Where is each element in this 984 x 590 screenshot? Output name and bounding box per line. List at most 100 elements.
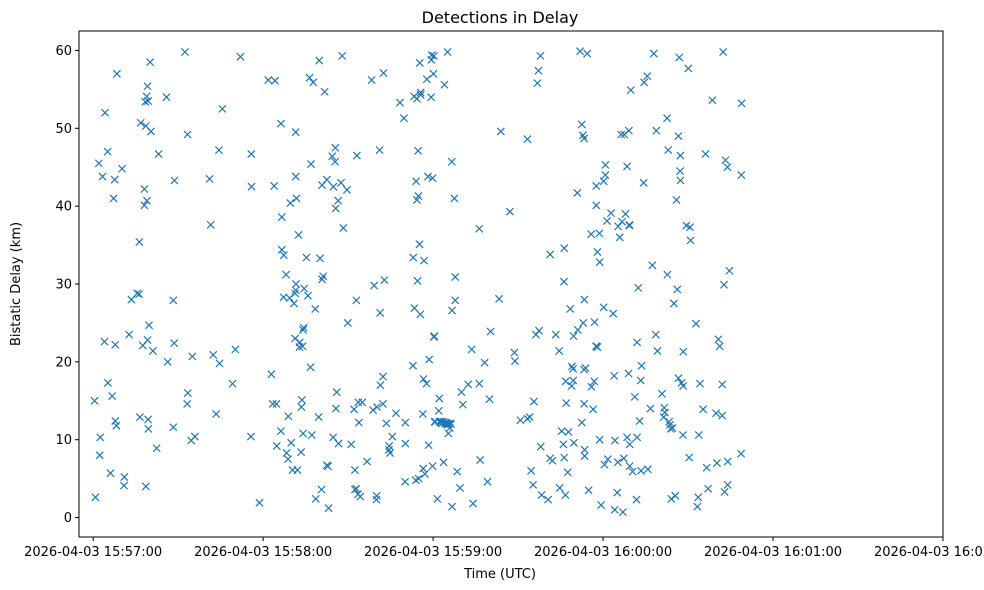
data-point (91, 493, 100, 502)
data-point (103, 147, 112, 156)
y-tick-label: 50 (55, 122, 72, 137)
plot-frame (78, 30, 944, 538)
data-point (142, 196, 152, 205)
data-point (643, 465, 652, 474)
data-point (657, 389, 667, 398)
data-point (464, 380, 473, 389)
data-point (306, 363, 315, 372)
data-point (718, 411, 727, 420)
data-point (632, 495, 641, 504)
data-point (291, 172, 300, 181)
data-point (619, 454, 628, 463)
data-point (429, 51, 438, 60)
data-point (146, 127, 155, 136)
data-point (246, 432, 255, 441)
data-point (141, 482, 150, 491)
data-point (247, 149, 256, 159)
y-tick-label: 0 (64, 511, 72, 526)
data-point (106, 469, 115, 478)
data-point (415, 240, 424, 249)
data-point (610, 436, 619, 445)
data-point (412, 177, 421, 186)
data-point (577, 120, 586, 129)
data-point (673, 285, 682, 294)
data-point (551, 330, 560, 339)
data-point (663, 114, 672, 123)
data-point (584, 486, 593, 495)
data-point (323, 462, 333, 471)
data-point (453, 467, 462, 476)
data-point (307, 430, 316, 440)
y-axis-label: Bistatic Delay (km) (9, 222, 24, 346)
data-point (637, 361, 646, 370)
x-tick-label: 2026-04-03 15:57:00 (24, 545, 162, 560)
data-point (101, 108, 110, 117)
data-point (268, 399, 277, 408)
data-point (291, 279, 301, 289)
data-point (215, 359, 224, 368)
data-point (569, 332, 578, 341)
data-point (284, 412, 293, 421)
data-point (382, 419, 391, 428)
data-point (140, 185, 149, 194)
data-point (587, 382, 596, 391)
data-point (356, 492, 365, 501)
data-point (331, 143, 340, 152)
data-point (111, 340, 120, 349)
data-point (299, 429, 308, 438)
data-point (272, 399, 281, 408)
data-point (676, 176, 685, 185)
data-point (581, 364, 590, 373)
data-point (332, 388, 341, 397)
data-point (640, 78, 649, 87)
data-point (350, 405, 359, 414)
data-point (379, 69, 388, 78)
data-point (723, 163, 732, 172)
data-point (676, 151, 685, 160)
data-point (560, 244, 569, 253)
data-point (648, 261, 657, 270)
data-point (334, 196, 343, 205)
data-point (737, 170, 746, 180)
data-point (370, 281, 379, 290)
data-point (721, 156, 730, 165)
data-point (583, 49, 592, 58)
data-point (376, 381, 385, 390)
x-tick-label: 2026-04-03 15:59:00 (364, 545, 502, 560)
data-point (429, 69, 438, 78)
data-point (324, 504, 333, 513)
data-point (451, 296, 460, 305)
data-point (534, 66, 543, 75)
data-point (428, 462, 437, 471)
data-point (291, 289, 300, 298)
points-layer (90, 47, 746, 517)
data-point (410, 304, 419, 313)
data-point (295, 343, 304, 352)
data-point (95, 451, 104, 460)
data-point (590, 377, 599, 386)
data-point (475, 379, 484, 388)
data-point (533, 79, 542, 88)
data-point (272, 441, 281, 450)
data-point (625, 440, 634, 449)
data-point (331, 404, 340, 413)
y-tick-label: 10 (55, 433, 72, 448)
data-point (560, 453, 569, 462)
data-point (440, 80, 449, 89)
data-point (668, 423, 677, 433)
x-tick-label: 2026-04-03 16:02:00 (874, 545, 984, 560)
data-point (593, 343, 602, 352)
data-point (439, 458, 448, 467)
data-point (433, 494, 442, 503)
data-point (663, 270, 672, 279)
data-point (329, 182, 338, 191)
data-point (712, 409, 721, 418)
data-point (573, 325, 582, 334)
data-point (306, 160, 316, 169)
data-point (399, 114, 408, 123)
data-point (615, 233, 624, 242)
data-point (408, 361, 418, 370)
data-point (613, 488, 622, 497)
data-point (610, 371, 619, 380)
data-point (569, 376, 578, 385)
